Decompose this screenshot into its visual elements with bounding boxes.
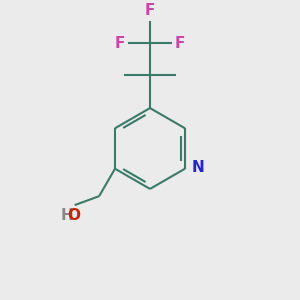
Text: H: H bbox=[61, 208, 73, 223]
Text: O: O bbox=[68, 208, 80, 223]
Text: F: F bbox=[175, 36, 185, 51]
Text: N: N bbox=[191, 160, 204, 175]
Text: F: F bbox=[145, 3, 155, 18]
Text: F: F bbox=[115, 36, 125, 51]
